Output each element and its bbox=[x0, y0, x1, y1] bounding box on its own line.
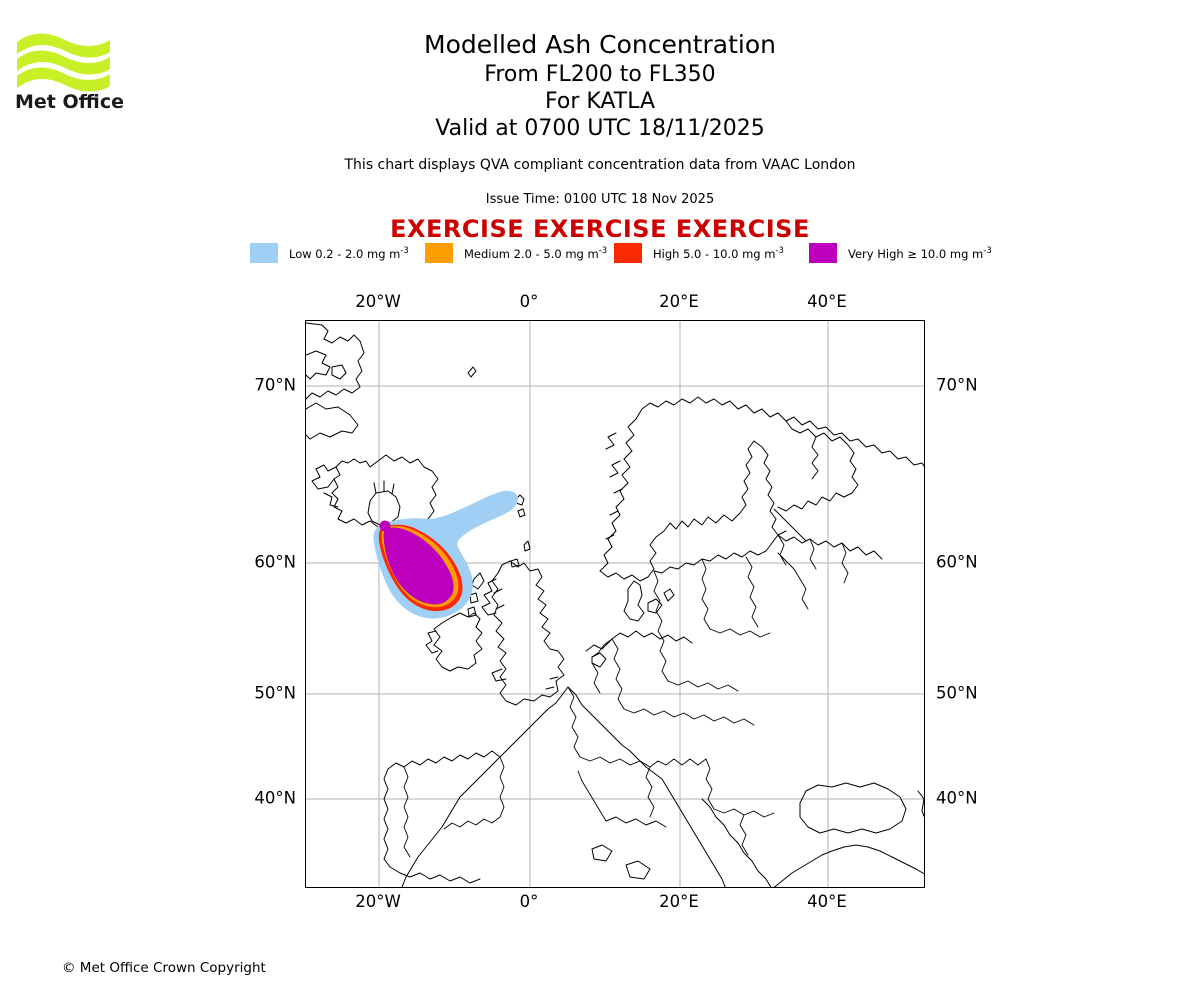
axis-left-tick-1: 60°N bbox=[254, 552, 296, 572]
axis-right-tick-2: 50°N bbox=[936, 683, 978, 703]
exercise-banner: EXERCISE EXERCISE EXERCISE bbox=[390, 215, 810, 243]
legend-very-high[interactable]: Very High ≥ 10.0 mg m-3 bbox=[809, 242, 992, 264]
valid-time: Valid at 0700 UTC 18/11/2025 bbox=[435, 116, 765, 141]
volcano-name: For KATLA bbox=[545, 89, 655, 114]
axis-left-tick-2: 50°N bbox=[254, 683, 296, 703]
legend-high-swatch bbox=[614, 242, 642, 263]
axis-right-tick-0: 70°N bbox=[936, 375, 978, 395]
axis-top-tick-1: 0° bbox=[519, 292, 539, 311]
axis-top-tick-2: 20°E bbox=[659, 292, 699, 311]
axis-left-tick-0: 70°N bbox=[254, 375, 296, 395]
axis-left-tick-3: 40°N bbox=[254, 788, 296, 808]
axis-right-tick-1: 60°N bbox=[936, 552, 978, 572]
ash-plume bbox=[373, 490, 518, 619]
copyright-notice: © Met Office Crown Copyright bbox=[62, 960, 266, 976]
axis-bottom-tick-0: 20°W bbox=[355, 892, 401, 911]
legend-medium-exponent: -3 bbox=[598, 246, 608, 257]
axis-bottom-tick-3: 40°E bbox=[807, 892, 847, 911]
legend-very-high-swatch bbox=[809, 242, 837, 263]
concentration-legend: Low 0.2 - 2.0 mg m-3 Medium 2.0 - 5.0 mg … bbox=[0, 242, 1200, 264]
met-office-logo-mark: Met Office bbox=[15, 33, 124, 113]
legend-high-label: High 5.0 - 10.0 mg m-3 bbox=[653, 246, 784, 261]
axis-top-tick-0: 20°W bbox=[355, 292, 401, 311]
legend-high[interactable]: High 5.0 - 10.0 mg m-3 bbox=[614, 242, 784, 264]
chart-subtitle: This chart displays QVA compliant concen… bbox=[344, 157, 856, 173]
axis-bottom-tick-2: 20°E bbox=[659, 892, 699, 911]
axis-bottom-tick-1: 0° bbox=[519, 892, 539, 911]
legend-low-label: Low 0.2 - 2.0 mg m-3 bbox=[289, 246, 409, 261]
met-office-logo-text: Met Office bbox=[15, 91, 124, 113]
ash-area-very-high bbox=[383, 527, 454, 605]
map-container[interactable] bbox=[305, 320, 925, 888]
legend-medium-swatch bbox=[425, 242, 453, 263]
legend-high-exponent: -3 bbox=[775, 246, 784, 257]
axis-right-tick-3: 40°N bbox=[936, 788, 978, 808]
met-office-logo: Met Office bbox=[15, 28, 125, 113]
legend-medium[interactable]: Medium 2.0 - 5.0 mg m-3 bbox=[425, 242, 607, 264]
country-borders bbox=[403, 508, 849, 858]
legend-low-swatch bbox=[250, 242, 278, 263]
axis-top-tick-3: 40°E bbox=[807, 292, 847, 311]
graticule-gridlines bbox=[306, 321, 924, 887]
legend-very-high-label: Very High ≥ 10.0 mg m-3 bbox=[848, 246, 992, 261]
page-title: Modelled Ash Concentration bbox=[424, 30, 776, 59]
volcano-source-marker bbox=[379, 520, 391, 532]
ash-concentration-map bbox=[306, 321, 924, 887]
issue-time: Issue Time: 0100 UTC 18 Nov 2025 bbox=[485, 192, 715, 207]
map-frame bbox=[305, 320, 925, 888]
legend-medium-label: Medium 2.0 - 5.0 mg m-3 bbox=[464, 246, 608, 261]
legend-low-exponent: -3 bbox=[400, 246, 409, 257]
flight-level-range: From FL200 to FL350 bbox=[484, 62, 716, 87]
legend-low[interactable]: Low 0.2 - 2.0 mg m-3 bbox=[250, 242, 409, 264]
legend-very-high-exponent: -3 bbox=[983, 246, 992, 257]
coastlines bbox=[306, 322, 924, 887]
